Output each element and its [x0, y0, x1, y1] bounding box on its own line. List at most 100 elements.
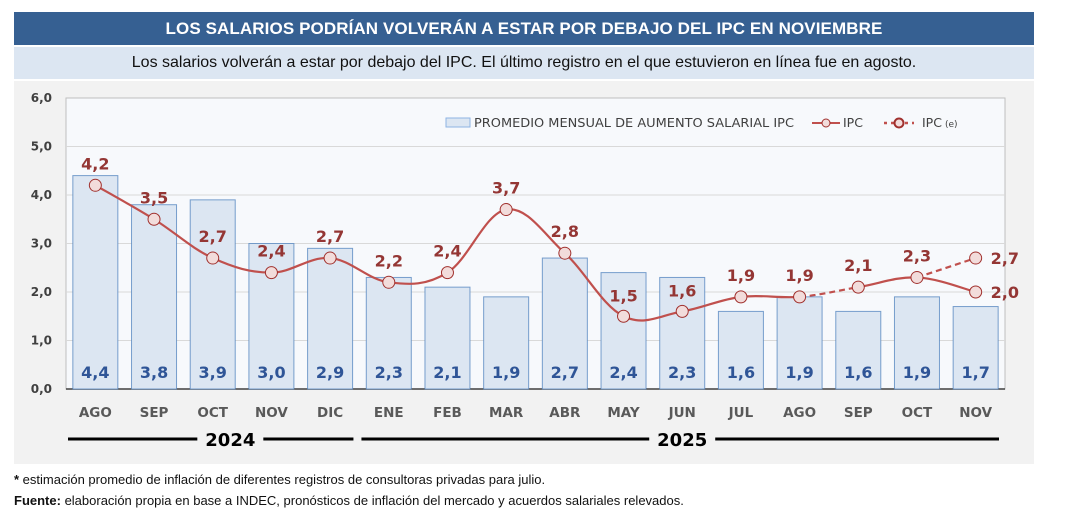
bar	[424, 286, 471, 390]
ipc-value-label: 1,9	[727, 266, 755, 285]
ipc-value-label: 2,4	[433, 242, 461, 261]
ipc-value-label: 2,7	[316, 227, 344, 246]
footnote-text: estimación promedio de inflación de dife…	[19, 472, 546, 487]
bar	[131, 204, 178, 390]
bar	[717, 310, 764, 390]
bar	[893, 296, 940, 390]
year-groups: 2024 2025	[68, 430, 999, 451]
ipc-marker	[851, 280, 865, 294]
legend-ipc-e-main: IPC	[922, 115, 942, 130]
source-text: elaboración propia en base a INDEC, pron…	[60, 493, 684, 508]
legend: PROMEDIO MENSUAL DE AUMENTO SALARIAL IPC…	[445, 115, 958, 130]
ipc-value-label: 2,0	[991, 283, 1019, 302]
source-note: Fuente: elaboración propia en base a IND…	[14, 493, 684, 508]
bar-value-label: 2,4	[609, 363, 637, 382]
ipc-marker	[382, 275, 396, 289]
x-tick-label: ABR	[549, 405, 581, 421]
x-tick-label: SEP	[844, 405, 873, 421]
ipc-marker	[793, 290, 807, 304]
footnote: * estimación promedio de inflación de di…	[14, 472, 545, 487]
ipc-value-label: 2,8	[551, 222, 579, 241]
chart-title: LOS SALARIOS PODRÍAN VOLVERÁN A ESTAR PO…	[14, 12, 1034, 45]
ipc-marker	[734, 290, 748, 304]
ipc-estimate-marker	[969, 251, 983, 265]
y-tick-label: 2,0	[31, 285, 52, 299]
x-tick-label: DIC	[317, 405, 343, 421]
ipc-line-segment	[446, 208, 507, 274]
bar-value-label: 2,3	[375, 363, 403, 382]
bar-value-label: 2,1	[433, 363, 461, 382]
ipc-value-label: 2,1	[844, 256, 872, 275]
ipc-value-label: 1,6	[668, 281, 696, 300]
y-tick-label: 4,0	[31, 188, 52, 202]
ipc-estimate-label: 2,7	[991, 249, 1019, 268]
x-tick-label: JUL	[728, 405, 754, 421]
ipc-estimate-segment	[916, 257, 977, 279]
line-series: 4,2 3,5 2,7 2,4 2,7 2,2 2,4 3,7 2,8 1,5 1,6 1,9 1,9 2…	[81, 154, 1019, 323]
bar	[189, 199, 236, 390]
x-tick-label: SEP	[140, 405, 169, 421]
ipc-marker	[969, 285, 983, 299]
bar-value-label: 1,9	[785, 363, 813, 382]
ipc-value-label: 4,2	[81, 154, 109, 173]
legend-bar-label: PROMEDIO MENSUAL DE AUMENTO SALARIAL IPC	[474, 115, 794, 130]
ipc-line-segment	[740, 294, 800, 299]
bar-value-label: 2,3	[668, 363, 696, 382]
y-tick-label: 1,0	[31, 334, 52, 348]
ipc-marker	[910, 270, 924, 284]
ipc-marker	[147, 212, 161, 226]
y-tick-label: 5,0	[31, 140, 52, 154]
bar	[72, 175, 119, 390]
chart-subtitle: Los salarios volverán a estar por debajo…	[14, 47, 1034, 79]
bar-value-label: 2,7	[551, 363, 579, 382]
ipc-marker	[675, 304, 689, 318]
x-tick-label: MAY	[607, 405, 640, 421]
ipc-value-label: 1,9	[785, 266, 813, 285]
legend-ipc-e-marker	[893, 117, 905, 129]
x-tick-label: AGO	[79, 405, 112, 421]
legend-ipc-e-sub: (e)	[945, 120, 958, 130]
footnote-marker: *	[14, 472, 20, 487]
x-tick-label: OCT	[902, 405, 933, 421]
bar-value-label: 1,6	[727, 363, 755, 382]
ipc-marker	[499, 203, 513, 217]
y-tick-label: 3,0	[31, 237, 52, 251]
x-tick-label: OCT	[197, 405, 228, 421]
ipc-marker	[264, 266, 278, 280]
legend-ipc-label: IPC	[843, 115, 863, 130]
bar	[483, 296, 530, 390]
x-tick-label: MAR	[489, 405, 524, 421]
source-label: Fuente:	[14, 493, 61, 508]
legend-bar-swatch	[445, 117, 471, 128]
year-label: 2024	[205, 430, 255, 451]
y-tick-label: 0,0	[31, 382, 52, 396]
bar-series: 4,4 3,8 3,9 3,0 2,9 2,3 2,1 1,9 2,7 2,4 2,3 1,6 1,9 1…	[72, 175, 999, 390]
legend-ipc-e-label: IPC (e)	[922, 115, 958, 130]
year-label: 2025	[657, 430, 707, 451]
x-tick-label: NOV	[255, 405, 288, 421]
bar-value-label: 1,6	[844, 363, 872, 382]
ipc-value-label: 2,3	[903, 246, 931, 265]
ipc-value-label: 3,5	[140, 188, 168, 207]
bar	[541, 257, 588, 390]
bar	[600, 272, 647, 390]
bar	[952, 306, 999, 390]
x-tick-label: NOV	[959, 405, 992, 421]
ipc-value-label: 2,2	[375, 251, 403, 270]
x-tick-label: FEB	[433, 405, 462, 421]
ipc-value-label: 2,4	[257, 242, 285, 261]
bar-value-label: 3,0	[257, 363, 285, 382]
ipc-value-label: 1,5	[609, 286, 637, 305]
ipc-line-segment	[564, 252, 625, 318]
bar-value-label: 3,8	[140, 363, 168, 382]
bar-value-label: 4,4	[81, 363, 109, 382]
bar-value-label: 1,9	[492, 363, 520, 382]
bar-value-label: 1,9	[903, 363, 931, 382]
ipc-value-label: 3,7	[492, 179, 520, 198]
bar-value-label: 1,7	[961, 363, 989, 382]
ipc-value-label: 2,7	[199, 227, 227, 246]
bar-value-label: 2,9	[316, 363, 344, 382]
ipc-marker	[323, 251, 337, 265]
x-tick-label: AGO	[783, 405, 816, 421]
